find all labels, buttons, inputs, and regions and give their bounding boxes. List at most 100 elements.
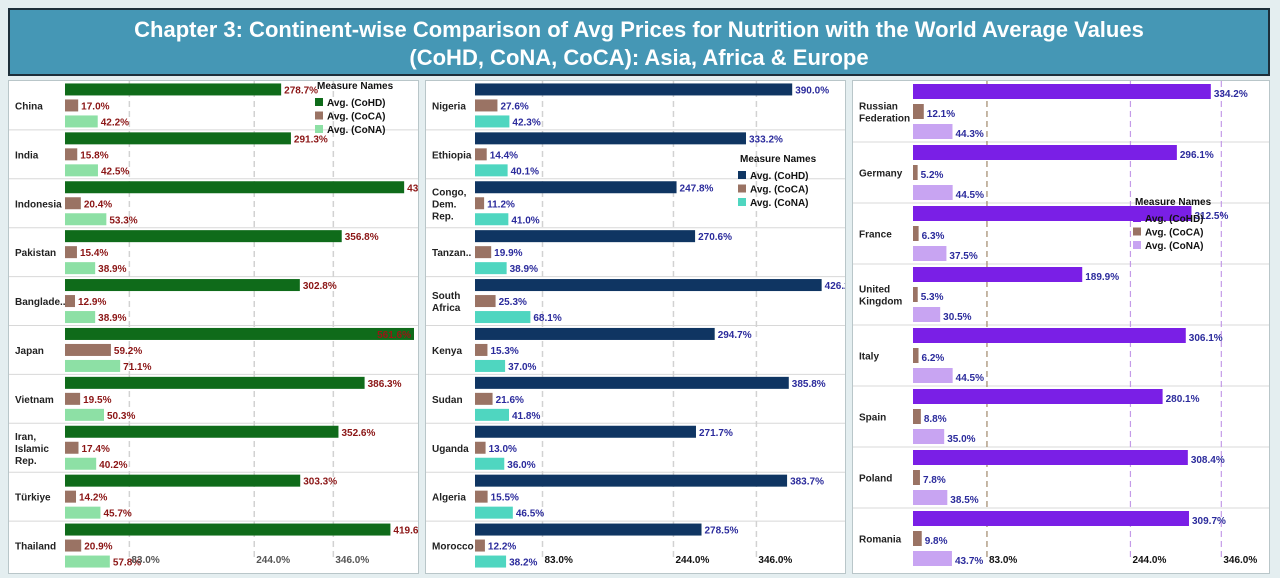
bar-coCA — [913, 226, 919, 241]
legend-swatch-coCA — [1133, 227, 1141, 236]
bar-coNA — [65, 115, 98, 128]
category-label: India — [15, 150, 39, 161]
value-label-coCA: 19.9% — [494, 248, 522, 259]
bar-coNA — [65, 164, 98, 177]
category-label-line: Algeria — [432, 493, 466, 504]
bar-coCA — [913, 531, 922, 546]
bar-coHD — [475, 523, 702, 536]
category-label: Nigeria — [432, 101, 466, 112]
category-label: Romania — [859, 535, 902, 546]
category-label-line: Uganda — [432, 444, 469, 455]
value-label-coNA: 44.5% — [956, 373, 984, 384]
reference-label: 346.0% — [758, 555, 792, 566]
value-label-coNA: 42.2% — [101, 117, 129, 128]
value-label-coHD: 309.7% — [1192, 516, 1226, 527]
value-label-coHD: 385.8% — [792, 379, 826, 390]
europe-chart: Russian Federation 334.2% 12.1%44.3% Germany… — [853, 81, 1269, 567]
category-label-line: South — [432, 291, 460, 302]
bar-coNA — [65, 555, 110, 568]
bar-coNA — [475, 213, 509, 226]
value-label-coNA: 68.1% — [533, 313, 561, 324]
category-label-line: Kenya — [432, 346, 462, 357]
value-label-coHD: 271.7% — [699, 428, 733, 439]
value-label-coNA: 41.8% — [512, 411, 540, 422]
category-label-line: Germany — [859, 169, 903, 180]
bar-coHD — [913, 450, 1188, 465]
title-line-2: (CoHD, CoNA, CoCA): Asia, Africa & Europ… — [409, 45, 869, 70]
value-label-coHD: 334.2% — [1214, 89, 1248, 100]
value-label-coCA: 20.9% — [84, 542, 112, 553]
value-label-coCA: 14.2% — [79, 493, 107, 504]
bar-coCA — [65, 392, 81, 405]
bar-coNA — [65, 457, 97, 470]
bar-coNA — [913, 307, 941, 322]
bar-coHD — [475, 425, 696, 438]
category-label: Indonesia — [15, 199, 62, 210]
value-label-coHD: 352.6% — [341, 428, 375, 439]
category-label: Poland — [859, 474, 892, 485]
bar-coCA — [65, 441, 79, 454]
legend-swatch-coNA — [315, 125, 323, 133]
legend-label-coNA: Avg. (CoNA) — [327, 125, 386, 136]
bar-coNA — [913, 246, 947, 261]
category-label-line: Ethiopia — [432, 150, 472, 161]
legend-label-coCA: Avg. (CoCA) — [327, 112, 386, 123]
value-label-coHD: 278.5% — [705, 526, 739, 537]
bar-coCA — [475, 343, 488, 356]
value-label-coNA: 44.5% — [956, 190, 984, 201]
bar-coHD — [65, 474, 301, 487]
category-label-line: Sudan — [432, 395, 463, 406]
value-label-coCA: 9.8% — [925, 536, 948, 547]
bar-coHD — [65, 181, 405, 194]
europe-chart-panel: Russian Federation 334.2% 12.1% 44.3% Germany… — [852, 80, 1270, 574]
value-label-coNA: 40.1% — [511, 166, 539, 177]
bar-coNA — [65, 506, 101, 519]
value-label-coNA: 53.3% — [109, 215, 137, 226]
bar-coNA — [65, 408, 105, 421]
value-label-coNA: 44.3% — [955, 129, 983, 140]
bar-coCA — [475, 441, 486, 454]
value-label-coNA: 57.8% — [113, 558, 141, 569]
bar-coHD — [65, 83, 282, 96]
reference-label: 346.0% — [335, 555, 369, 566]
value-label-coHD: 296.1% — [1180, 150, 1214, 161]
value-label-coCA: 15.4% — [80, 248, 108, 259]
bar-coCA — [65, 539, 82, 552]
category-label-line: Dem. — [432, 199, 457, 210]
bar-coCA — [65, 148, 78, 161]
bar-coNA — [475, 555, 507, 568]
value-label-coHD: 437.3% — [407, 183, 418, 194]
value-label-coCA: 59.2% — [114, 346, 142, 357]
category-label: Banglade.. — [15, 297, 66, 308]
bar-coNA — [913, 185, 953, 200]
bar-coNA — [913, 551, 952, 566]
category-label: Russian Federation — [859, 102, 910, 125]
value-label-coNA: 46.5% — [516, 509, 544, 520]
value-label-coCA: 21.6% — [496, 395, 524, 406]
category-label-line: Africa — [432, 303, 461, 314]
value-label-coCA: 11.2% — [487, 199, 515, 210]
reference-label: 83.0% — [131, 555, 159, 566]
reference-label: 83.0% — [545, 555, 573, 566]
category-label-line: Tanzan.. — [432, 248, 471, 259]
value-label-coNA: 38.9% — [98, 264, 126, 275]
value-label-coCA: 6.2% — [922, 353, 945, 364]
legend-title: Measure Names — [740, 154, 817, 165]
bar-coCA — [475, 295, 496, 308]
category-label: Türkiye — [15, 493, 51, 504]
bar-coHD — [475, 132, 747, 145]
category-label: Italy — [859, 352, 879, 363]
value-label-coNA: 42.3% — [512, 117, 540, 128]
value-label-coCA: 12.1% — [927, 109, 955, 120]
value-label-coHD: 306.1% — [1189, 333, 1223, 344]
bar-coHD — [65, 230, 342, 243]
legend-label-coNA: Avg. (CoNA) — [1145, 241, 1204, 252]
category-label-line: India — [15, 150, 39, 161]
value-label-coCA: 15.3% — [490, 346, 518, 357]
value-label-coNA: 41.0% — [511, 215, 539, 226]
value-label-coHD: 270.6% — [698, 232, 732, 243]
value-label-coCA: 6.3% — [922, 231, 945, 242]
category-label: Uganda — [432, 444, 469, 455]
bar-coHD — [475, 181, 677, 194]
bar-coNA — [475, 408, 509, 421]
